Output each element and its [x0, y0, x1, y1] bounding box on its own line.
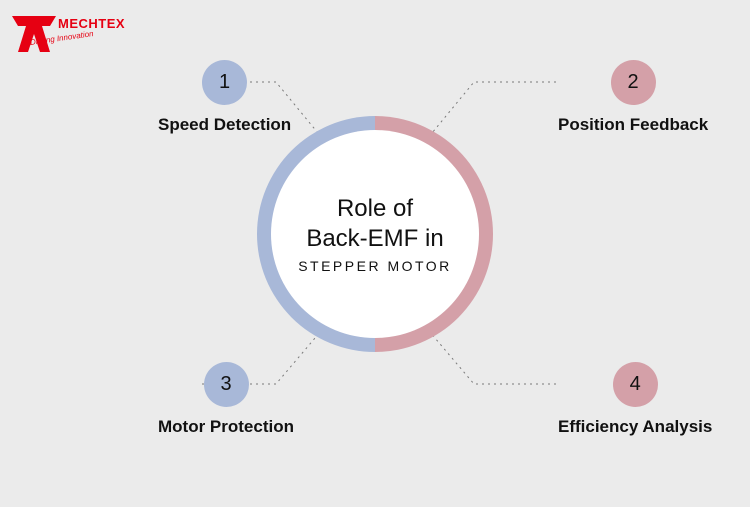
node-3-badge: 3 — [204, 362, 249, 407]
node-2-badge: 2 — [611, 60, 656, 105]
center-hub: Role of Back-EMF in STEPPER MOTOR — [257, 116, 493, 352]
node-3-label: Motor Protection — [158, 417, 294, 437]
node-1-badge: 1 — [202, 60, 247, 105]
node-4-label: Efficiency Analysis — [558, 417, 712, 437]
node-3: 3 Motor Protection — [158, 362, 294, 437]
center-subtitle: STEPPER MOTOR — [298, 258, 452, 274]
center-text: Role of Back-EMF in STEPPER MOTOR — [271, 130, 479, 338]
node-2-label: Position Feedback — [558, 115, 708, 135]
node-4-badge: 4 — [613, 362, 658, 407]
node-2: 2 Position Feedback — [558, 60, 708, 135]
center-title-line2: Back-EMF in — [306, 224, 443, 254]
node-1: 1 Speed Detection — [158, 60, 291, 135]
brand-logo: MECHTEX Driving Innovation — [10, 10, 125, 60]
center-title-line1: Role of — [337, 194, 413, 224]
node-4: 4 Efficiency Analysis — [558, 362, 712, 437]
